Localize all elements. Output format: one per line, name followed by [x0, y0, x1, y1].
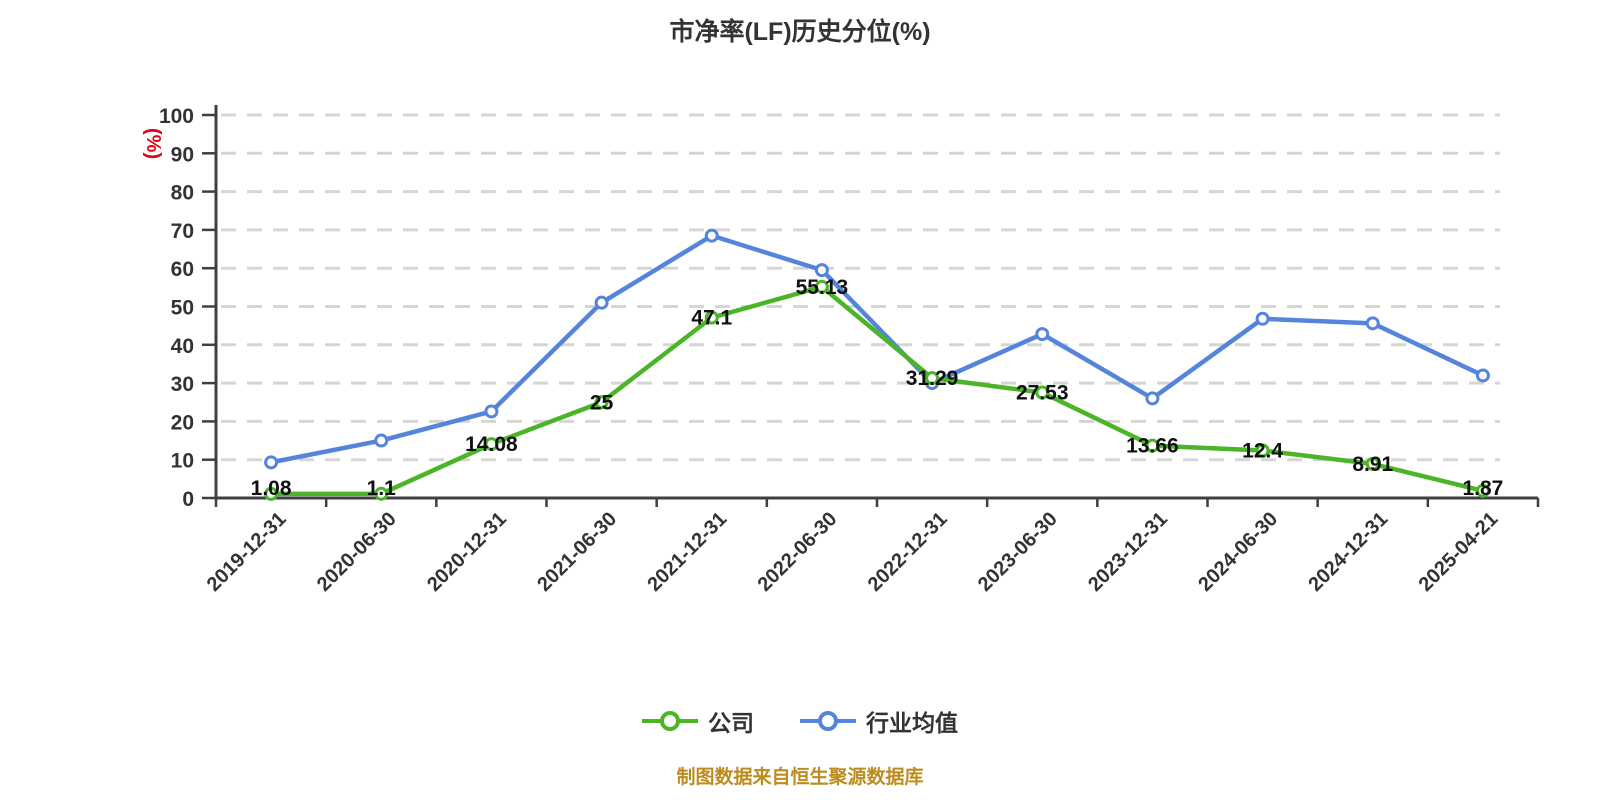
company-data-point: [594, 395, 609, 410]
x-tick-label: 2022-06-30: [754, 508, 842, 596]
y-tick-label: 90: [171, 143, 194, 166]
industry-average-line: [268, 233, 1486, 465]
y-tick-label: 70: [171, 220, 194, 243]
company-point-label: 14.08: [465, 433, 518, 456]
y-tick-label: 60: [171, 258, 194, 281]
legend-label-company: 公司: [708, 710, 754, 736]
x-tick-label: 2023-06-30: [974, 508, 1062, 596]
x-tick-label: 2024-12-31: [1304, 508, 1392, 596]
company-point-label: 1.87: [1462, 477, 1503, 500]
y-tick-label: 20: [171, 411, 194, 434]
legend-item-company[interactable]: 公司: [642, 704, 754, 738]
y-tick-label: 10: [171, 450, 194, 473]
legend-item-industry-average[interactable]: 行业均值: [800, 704, 958, 738]
company-point-label: 13.66: [1126, 435, 1179, 458]
industry-average-data-point: [1365, 316, 1380, 331]
industry-average-data-point: [1255, 311, 1270, 326]
industry-average-data-point: [1475, 368, 1490, 383]
industry-average-data-point: [704, 228, 719, 243]
company-data-point: [1365, 456, 1380, 471]
company-data-point: [925, 371, 940, 386]
company-point-label: 1.1: [367, 477, 397, 500]
x-tick-label: 2020-06-30: [313, 508, 401, 596]
x-tick-label: 2022-12-31: [864, 508, 952, 596]
y-tick-label: 0: [182, 488, 194, 511]
data-source-note: 制图数据来自恒生聚源数据库: [676, 767, 924, 788]
company-point-label: 1.08: [251, 477, 292, 500]
company-point-label: 8.91: [1352, 453, 1393, 476]
x-tick-label: 2024-06-30: [1194, 508, 1282, 596]
industry-average-legend-marker-icon: [800, 711, 856, 731]
industry-average-data-point: [1145, 391, 1160, 406]
company-point-label: 25: [590, 391, 614, 414]
x-tick-label: 2019-12-31: [203, 508, 291, 596]
company-data-point: [1035, 385, 1050, 400]
company-data-point: [1145, 438, 1160, 453]
company-data-point: [814, 279, 829, 294]
y-axis-unit-label: (%): [142, 128, 164, 160]
y-tick-label: 50: [171, 297, 194, 320]
company-data-point: [1475, 483, 1490, 498]
company-data-point: [704, 310, 719, 325]
industry-average-data-point: [1035, 327, 1050, 342]
industry-average-data-point: [374, 433, 389, 448]
industry-average-data-point: [814, 263, 829, 278]
company-data-point: [374, 486, 389, 501]
company-point-label: 12.4: [1242, 440, 1283, 463]
company-point-label: 31.29: [906, 367, 959, 390]
company-point-label: 55.13: [796, 276, 849, 299]
industry-average-data-point: [594, 295, 609, 310]
y-tick-label: 30: [171, 373, 194, 396]
company-data-point: [484, 437, 499, 452]
x-tick-label: 2020-12-31: [423, 508, 511, 596]
company-line: [268, 284, 1486, 497]
x-tick-label: 2023-12-31: [1084, 508, 1172, 596]
company-data-point: [1255, 443, 1270, 458]
company-point-label: 27.53: [1016, 382, 1069, 405]
y-tick-label: 80: [171, 182, 194, 205]
chart-title: 市净率(LF)历史分位(%): [669, 18, 931, 46]
x-tick-label: 2025-04-21: [1415, 508, 1503, 596]
industry-average-data-point: [264, 455, 279, 470]
y-tick-label: 100: [159, 105, 194, 128]
x-tick-label: 2021-12-31: [643, 508, 731, 596]
company-point-label: 47.1: [691, 307, 732, 330]
x-tick-label: 2021-06-30: [533, 508, 621, 596]
y-tick-label: 40: [171, 335, 194, 358]
industry-average-data-point: [484, 404, 499, 419]
legend: 公司 行业均值: [0, 704, 1600, 738]
legend-label-industry-average: 行业均值: [866, 710, 958, 736]
company-legend-marker-icon: [642, 711, 698, 731]
company-data-point: [264, 486, 279, 501]
